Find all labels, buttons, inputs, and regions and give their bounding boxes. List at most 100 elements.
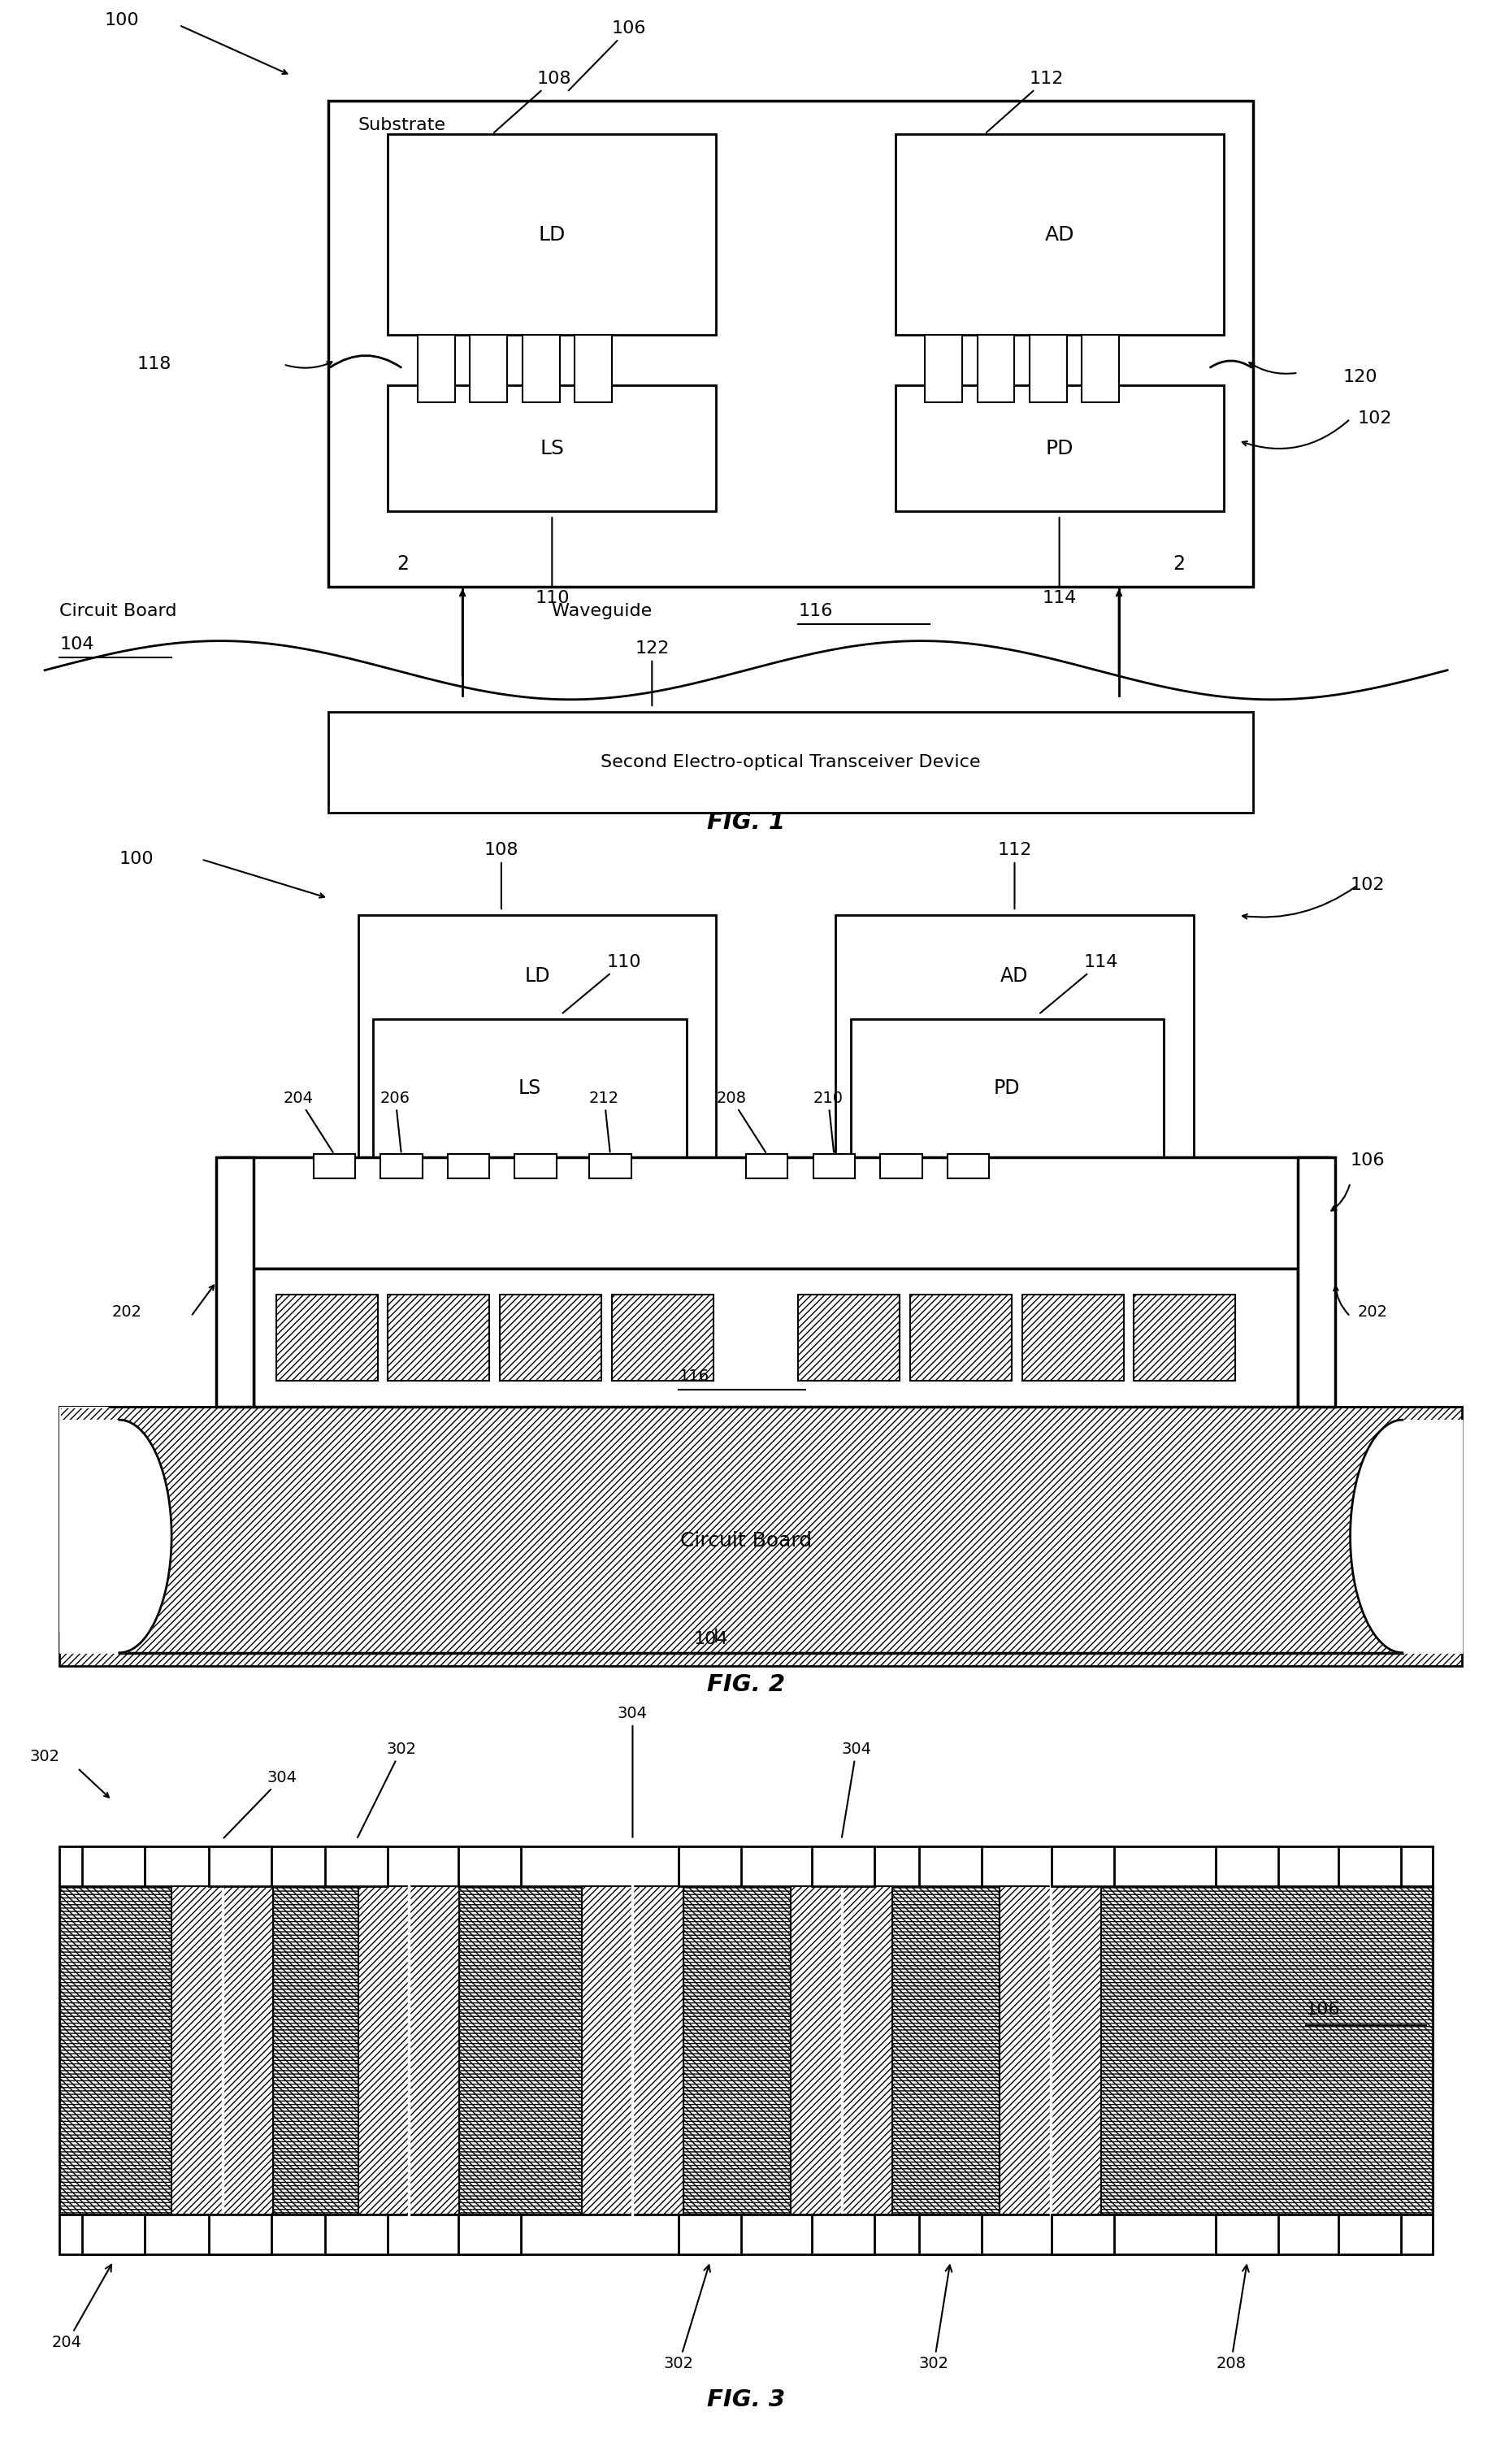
Bar bbox=[679, 2215, 742, 2255]
Text: 202: 202 bbox=[1358, 1303, 1388, 1321]
Text: 204: 204 bbox=[52, 2264, 112, 2351]
Bar bbox=[172, 1885, 273, 2215]
Text: LS: LS bbox=[518, 1079, 542, 1096]
Bar bbox=[458, 2215, 521, 2255]
Text: 2: 2 bbox=[1173, 554, 1185, 574]
Text: 302: 302 bbox=[664, 2264, 710, 2370]
Text: 102: 102 bbox=[1358, 411, 1392, 426]
Bar bbox=[325, 2215, 388, 2255]
Text: 106: 106 bbox=[568, 20, 646, 91]
Text: 112: 112 bbox=[986, 71, 1064, 133]
Bar bbox=[1338, 1846, 1401, 1885]
Bar bbox=[1298, 1158, 1335, 1407]
Bar bbox=[328, 712, 1253, 813]
Bar bbox=[850, 1020, 1164, 1158]
Bar bbox=[977, 335, 1015, 402]
Text: 204: 204 bbox=[283, 1092, 333, 1153]
Text: 302: 302 bbox=[30, 1749, 60, 1764]
Bar bbox=[612, 1296, 713, 1380]
Text: 104: 104 bbox=[694, 1631, 728, 1648]
Bar bbox=[500, 1296, 601, 1380]
Bar bbox=[209, 1846, 272, 1885]
Bar bbox=[880, 1153, 922, 1178]
Text: 108: 108 bbox=[494, 71, 571, 133]
Bar bbox=[82, 2215, 145, 2255]
Bar bbox=[313, 1153, 355, 1178]
Bar bbox=[373, 1020, 686, 1158]
Text: 106: 106 bbox=[1350, 1153, 1385, 1168]
Text: 100: 100 bbox=[119, 850, 154, 867]
Bar bbox=[458, 1846, 521, 1885]
Bar bbox=[82, 1846, 145, 1885]
Text: 116: 116 bbox=[798, 604, 833, 618]
Bar bbox=[380, 1153, 422, 1178]
Bar bbox=[895, 133, 1223, 335]
Text: 212: 212 bbox=[589, 1092, 619, 1153]
Bar bbox=[224, 1158, 1328, 1269]
Text: LD: LD bbox=[539, 224, 565, 244]
Text: 100: 100 bbox=[104, 12, 139, 30]
Bar bbox=[60, 1846, 1432, 1885]
Bar bbox=[60, 1407, 1462, 1666]
Text: 106: 106 bbox=[1306, 2001, 1340, 2018]
Bar bbox=[358, 917, 716, 1158]
Text: 110: 110 bbox=[562, 954, 642, 1013]
Bar bbox=[418, 335, 455, 402]
Bar bbox=[1052, 1846, 1115, 1885]
Bar bbox=[522, 335, 560, 402]
Text: AD: AD bbox=[1044, 224, 1074, 244]
Text: FIG. 2: FIG. 2 bbox=[707, 1673, 785, 1695]
Text: 302: 302 bbox=[358, 1742, 416, 1838]
Bar bbox=[895, 384, 1223, 510]
Text: FIG. 1: FIG. 1 bbox=[707, 811, 785, 833]
Bar bbox=[325, 1846, 388, 1885]
Text: 110: 110 bbox=[534, 517, 570, 606]
Text: 118: 118 bbox=[137, 357, 172, 372]
Bar bbox=[515, 1153, 557, 1178]
Text: 120: 120 bbox=[1343, 370, 1377, 384]
Bar bbox=[1029, 335, 1067, 402]
Bar bbox=[1022, 1296, 1123, 1380]
Bar bbox=[813, 1153, 855, 1178]
Bar bbox=[925, 335, 962, 402]
Text: 122: 122 bbox=[634, 641, 670, 705]
Bar bbox=[1082, 335, 1119, 402]
Bar bbox=[1216, 2215, 1279, 2255]
Bar bbox=[1052, 2215, 1115, 2255]
Bar bbox=[574, 335, 612, 402]
Bar bbox=[254, 1269, 1298, 1407]
Bar bbox=[798, 1296, 900, 1380]
Text: LS: LS bbox=[540, 439, 564, 458]
Bar bbox=[448, 1153, 489, 1178]
Bar bbox=[746, 1153, 788, 1178]
Text: Second Electro-optical Transceiver Device: Second Electro-optical Transceiver Devic… bbox=[601, 754, 980, 771]
Text: 302: 302 bbox=[919, 2264, 952, 2370]
Text: 102: 102 bbox=[1350, 877, 1385, 892]
Text: 114: 114 bbox=[1041, 517, 1077, 606]
Text: PD: PD bbox=[1046, 439, 1073, 458]
Text: 114: 114 bbox=[1040, 954, 1119, 1013]
Bar bbox=[388, 133, 716, 335]
Text: 104: 104 bbox=[60, 636, 94, 653]
Bar bbox=[589, 1153, 631, 1178]
Bar bbox=[836, 917, 1194, 1158]
Bar bbox=[60, 2215, 1432, 2255]
Bar bbox=[328, 101, 1253, 586]
Text: 112: 112 bbox=[997, 843, 1032, 909]
Bar bbox=[209, 2215, 272, 2255]
Bar bbox=[812, 2215, 874, 2255]
Text: PD: PD bbox=[994, 1079, 1021, 1096]
Bar bbox=[919, 2215, 982, 2255]
Bar bbox=[60, 1885, 1432, 2215]
Text: LD: LD bbox=[524, 966, 551, 986]
Text: 208: 208 bbox=[1216, 2264, 1249, 2370]
Bar bbox=[470, 335, 507, 402]
Text: 304: 304 bbox=[841, 1742, 871, 1838]
Bar bbox=[358, 1885, 460, 2215]
Text: 304: 304 bbox=[618, 1705, 648, 1838]
Text: 2: 2 bbox=[397, 554, 409, 574]
Bar bbox=[791, 1885, 892, 2215]
Bar bbox=[388, 1296, 489, 1380]
Text: AD: AD bbox=[1001, 966, 1028, 986]
Bar bbox=[1338, 2215, 1401, 2255]
